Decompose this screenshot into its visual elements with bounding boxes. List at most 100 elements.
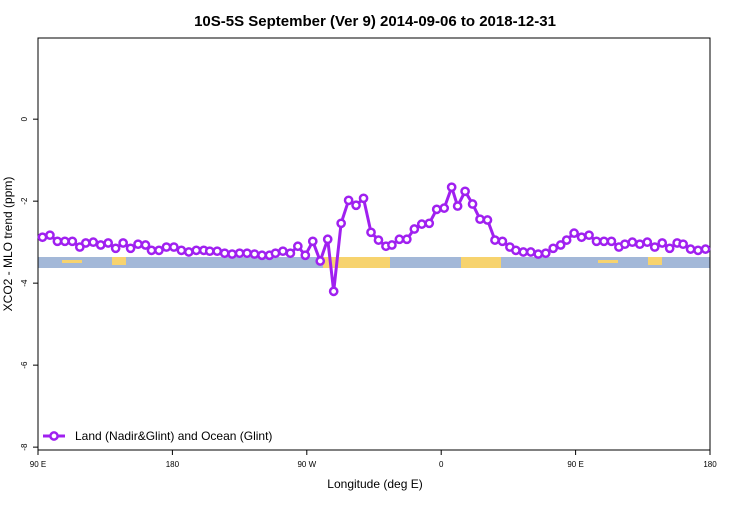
data-point: [627, 237, 638, 248]
data-point: [649, 242, 660, 252]
y-tick-label: 0: [20, 116, 29, 121]
data-point: [452, 201, 463, 211]
data-point: [555, 240, 566, 250]
data-point: [518, 247, 529, 257]
y-tick-label: -6: [20, 361, 29, 369]
data-point: [212, 246, 223, 257]
data-point: [402, 234, 412, 245]
data-point: [95, 240, 106, 250]
data-point: [700, 244, 711, 254]
y-tick-label: -8: [20, 443, 29, 451]
data-point: [460, 186, 470, 197]
land-strip: [598, 260, 618, 263]
y-axis-label: XCO2 - MLO trend (ppm): [1, 177, 15, 312]
data-point: [103, 238, 114, 248]
data-point: [110, 243, 121, 254]
data-point: [270, 248, 281, 259]
data-point: [511, 245, 521, 256]
data-point: [634, 239, 645, 250]
data-point: [278, 246, 288, 257]
data-point: [133, 239, 143, 250]
data-point: [191, 245, 202, 256]
data-point: [657, 238, 668, 248]
data-point: [336, 218, 346, 229]
x-tick-label: 90 E: [567, 460, 583, 469]
data-point: [606, 236, 617, 247]
data-point: [387, 240, 397, 250]
data-point: [540, 248, 551, 259]
data-point: [88, 237, 99, 248]
data-point: [169, 242, 179, 252]
data-point: [409, 224, 420, 234]
data-point: [343, 195, 354, 206]
data-point: [292, 241, 303, 252]
data-point: [446, 182, 457, 193]
data-point: [249, 249, 260, 259]
x-tick-label: 180: [166, 460, 180, 469]
data-point: [161, 242, 172, 252]
data-point: [642, 237, 653, 248]
data-point: [394, 234, 405, 245]
data-point: [242, 248, 252, 259]
y-tick-label: -4: [20, 279, 29, 287]
land-strip: [112, 257, 126, 265]
data-point: [475, 214, 485, 225]
data-point: [52, 236, 63, 247]
data-point: [351, 200, 361, 211]
data-point: [118, 238, 128, 248]
data-point: [60, 236, 70, 247]
data-point: [439, 203, 450, 213]
data-point: [678, 239, 688, 250]
legend-marker: [49, 431, 59, 441]
x-tick-label: 180: [703, 460, 717, 469]
data-point: [561, 235, 572, 245]
x-tick-label: 90 W: [297, 460, 316, 469]
data-point: [45, 230, 55, 241]
data-point: [176, 245, 187, 256]
y-tick-label: -2: [20, 197, 29, 205]
data-point: [569, 228, 579, 238]
data-point: [416, 219, 427, 229]
data-point: [490, 235, 500, 245]
data-point: [431, 204, 442, 215]
data-point: [373, 235, 384, 245]
x-axis-label: Longitude (deg E): [327, 477, 422, 491]
data-point: [693, 245, 703, 256]
data-point: [548, 243, 559, 254]
data-point: [154, 245, 164, 256]
data-point: [80, 238, 91, 248]
data-point: [467, 199, 478, 209]
data-point: [584, 230, 594, 241]
data-point: [204, 246, 215, 257]
x-tick-label: 90 E: [30, 460, 46, 469]
data-point: [620, 239, 630, 250]
data-point: [125, 243, 136, 254]
chart-title: 10S-5S September (Ver 9) 2014-09-06 to 2…: [194, 13, 556, 30]
data-point: [591, 236, 602, 247]
data-point: [685, 244, 696, 254]
land-strip: [461, 257, 501, 268]
data-point: [525, 247, 536, 257]
x-tick-label: 0: [439, 460, 444, 469]
data-point: [37, 232, 48, 243]
data-point: [183, 247, 194, 257]
data-point: [140, 240, 151, 250]
land-strip: [323, 257, 390, 268]
map-strip: [38, 257, 710, 268]
data-point: [234, 248, 245, 259]
land-strip: [648, 257, 662, 265]
data-point: [315, 256, 326, 266]
land-strip: [62, 260, 82, 263]
legend-label: Land (Nadir&Glint) and Ocean (Glint): [75, 429, 272, 443]
data-point: [227, 249, 237, 259]
data-point: [146, 245, 157, 256]
data-point: [533, 249, 544, 259]
data-point: [285, 248, 296, 259]
data-point: [497, 236, 508, 247]
data-point: [219, 248, 230, 259]
data-point: [307, 236, 318, 247]
data-point: [482, 215, 493, 225]
data-point: [257, 250, 267, 261]
plot-frame: [37, 37, 711, 451]
